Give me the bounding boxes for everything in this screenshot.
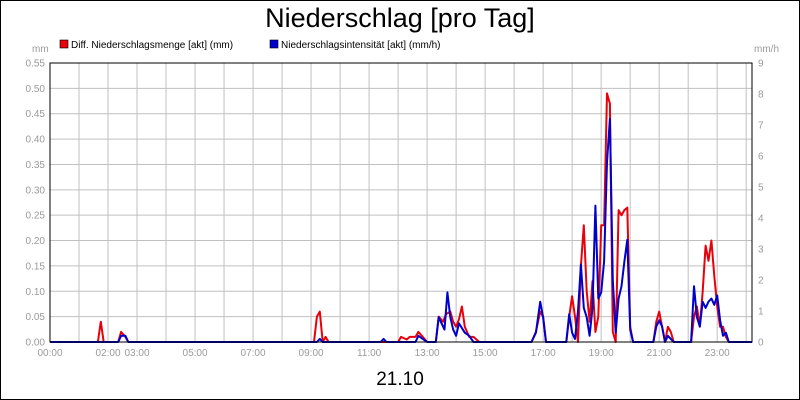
right-tick-label: 2 — [758, 276, 764, 287]
x-tick-label: 09:00 — [299, 348, 324, 359]
right-tick-label: 4 — [758, 214, 764, 225]
legend-label-niederschlagsintensitaet: Niederschlagsintensität [akt] (mm/h) — [281, 40, 441, 51]
right-tick-label: 9 — [758, 59, 764, 70]
x-tick-label: 21:00 — [647, 348, 672, 359]
right-axis-unit: mm/h — [754, 44, 779, 55]
left-tick-label: 0.40 — [26, 135, 46, 146]
left-axis-unit: mm — [32, 44, 49, 55]
left-axis-ticks: 0.00 0.05 0.10 0.15 0.20 0.25 0.30 0.35 0.40 0.45… — [26, 59, 46, 349]
plot-border — [49, 62, 753, 343]
series-lines — [50, 92, 752, 343]
left-tick-label: 0.15 — [26, 261, 46, 272]
left-tick-label: 0.50 — [26, 84, 46, 95]
left-tick-label: 0.10 — [26, 287, 46, 298]
right-tick-label: 5 — [758, 183, 764, 194]
x-tick-label: 15:00 — [473, 348, 498, 359]
left-tick-label: 0.00 — [26, 338, 46, 349]
date-label: 21.10 — [376, 369, 424, 390]
x-tick-label: 13:00 — [415, 348, 440, 359]
x-tick-label: 05:00 — [183, 348, 208, 359]
x-tick-label: 19:00 — [589, 348, 614, 359]
x-tick-label: 23:00 — [705, 348, 730, 359]
x-tick-label: 00:00 — [37, 348, 62, 359]
legend-label-niederschlagsmenge: Diff. Niederschlagsmenge [akt] (mm) — [71, 40, 233, 51]
x-axis-ticks: 00:00 02:00 03:00 05:00 07:00 09:00 11:00 13:00… — [37, 348, 730, 359]
legend: Diff. Niederschlagsmenge [akt] (mm) Nied… — [59, 39, 441, 51]
x-tick-label: 02:00 — [96, 348, 121, 359]
left-tick-label: 0.55 — [26, 59, 46, 70]
series-line-niederschlagsmenge — [50, 92, 752, 343]
left-tick-label: 0.35 — [26, 160, 46, 171]
x-tick-label: 17:00 — [531, 348, 556, 359]
left-tick-label: 0.20 — [26, 236, 46, 247]
left-tick-label: 0.05 — [26, 312, 46, 323]
legend-swatch-red — [59, 39, 69, 49]
right-axis-ticks: 0 1 2 3 4 5 6 7 8 9 — [758, 59, 764, 349]
left-tick-label: 0.25 — [26, 211, 46, 222]
legend-swatch-blue — [269, 39, 279, 49]
x-tick-label: 03:00 — [125, 348, 150, 359]
right-tick-label: 3 — [758, 245, 764, 256]
series-line-niederschlagsintensitaet — [50, 117, 752, 343]
x-tick-label: 11:00 — [357, 348, 382, 359]
right-tick-label: 7 — [758, 121, 764, 132]
chart-title: Niederschlag [pro Tag] — [265, 3, 535, 33]
right-tick-label: 8 — [758, 90, 764, 101]
right-tick-label: 0 — [758, 338, 764, 349]
grid — [50, 62, 752, 342]
left-tick-label: 0.45 — [26, 109, 46, 120]
right-tick-label: 1 — [758, 307, 764, 318]
left-tick-label: 0.30 — [26, 185, 46, 196]
right-tick-label: 6 — [758, 152, 764, 163]
x-tick-label: 07:00 — [241, 348, 266, 359]
